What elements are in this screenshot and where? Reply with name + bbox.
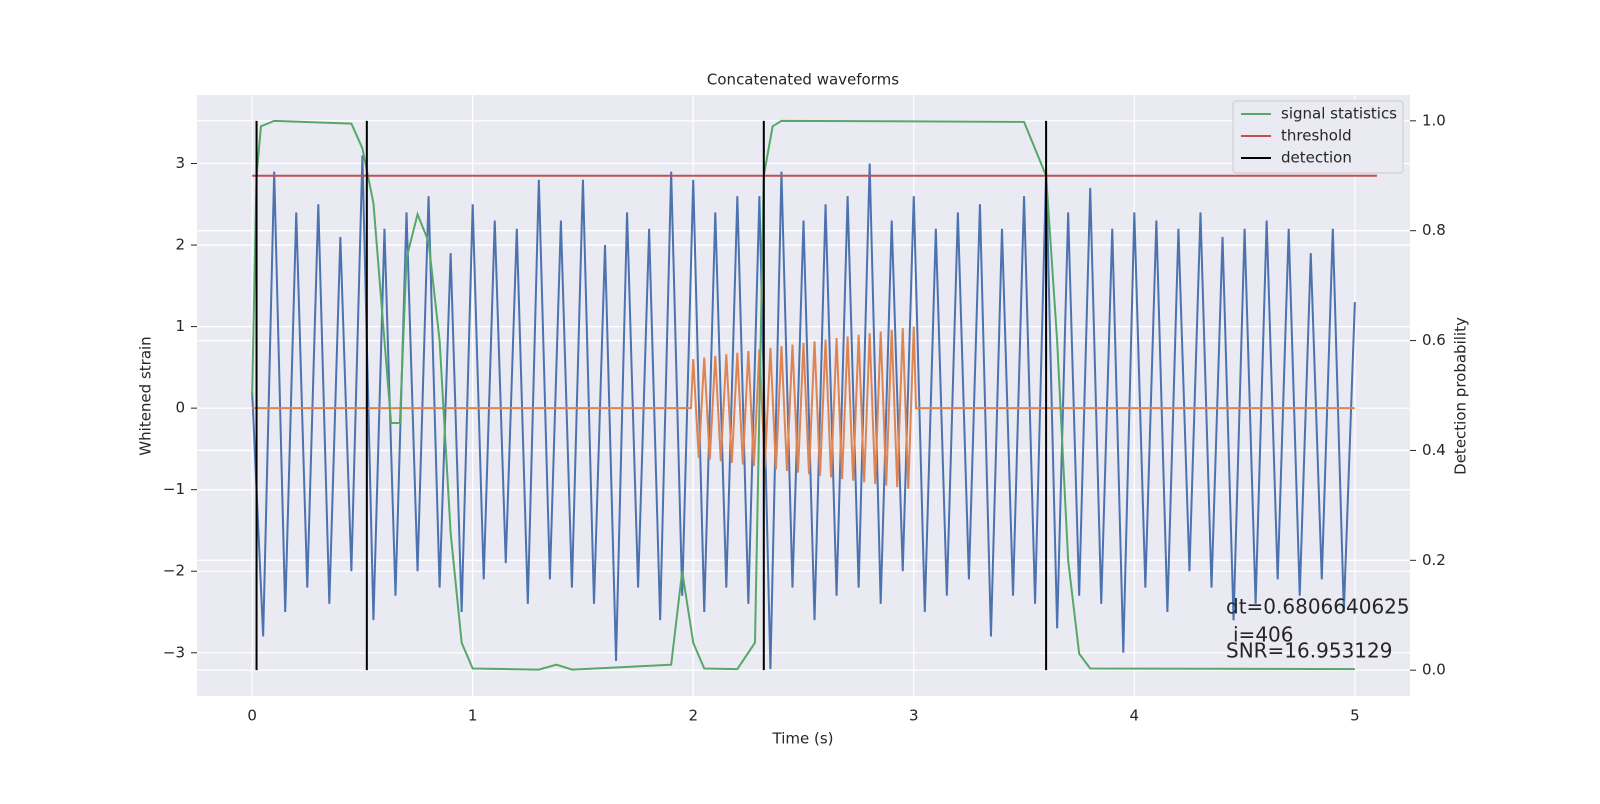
x-axis-label: Time (s) [772, 730, 834, 748]
x-tick-label: 3 [909, 707, 919, 725]
y2-tick-label: 0.0 [1422, 661, 1446, 679]
legend-label: detection [1281, 149, 1352, 167]
y2-tick-label: 0.2 [1422, 551, 1446, 569]
y-tick-label: 0 [175, 399, 185, 417]
annotation: dt=0.6806640625 [1226, 595, 1410, 619]
series-line [252, 326, 1355, 489]
y-tick-label: 3 [175, 154, 185, 172]
y-axis-label: Whitened strain [137, 336, 155, 455]
x-tick-label: 1 [468, 707, 478, 725]
plot-area [197, 95, 1410, 696]
legend-box [1232, 100, 1404, 174]
y-tick-label: −1 [163, 480, 185, 498]
chart-title: Concatenated waveforms [707, 71, 899, 89]
y2-tick-label: 0.8 [1422, 221, 1446, 239]
y2-axis-label: Detection probability [1452, 317, 1470, 475]
y-tick-label: 2 [175, 236, 185, 254]
y2-tick-label: 0.6 [1422, 331, 1446, 349]
legend: signal statistics threshold detection [1232, 100, 1404, 174]
y-tick-label: 1 [175, 317, 185, 335]
annotation: SNR=16.953129 [1226, 639, 1392, 663]
series-line [251, 155, 1356, 670]
series-line [251, 119, 1355, 671]
x-tick-label: 2 [688, 707, 698, 725]
annotation: i=406 [1233, 623, 1294, 647]
x-tick-label: 5 [1350, 707, 1360, 725]
ticks: 0 1 2 3 4 5 −3 −2 −1 0 1 2 3 0.0 0.2 0.4 0.6 0.8 1.0 [163, 111, 1446, 724]
y-tick-label: −2 [163, 562, 185, 580]
y-tick-label: −3 [163, 643, 185, 661]
x-tick-label: 0 [247, 707, 257, 725]
legend-label: signal statistics [1281, 105, 1397, 123]
y2-tick-label: 0.4 [1422, 441, 1446, 459]
x-tick-label: 4 [1130, 707, 1140, 725]
y2-tick-label: 1.0 [1422, 111, 1446, 129]
legend-label: threshold [1281, 127, 1352, 145]
